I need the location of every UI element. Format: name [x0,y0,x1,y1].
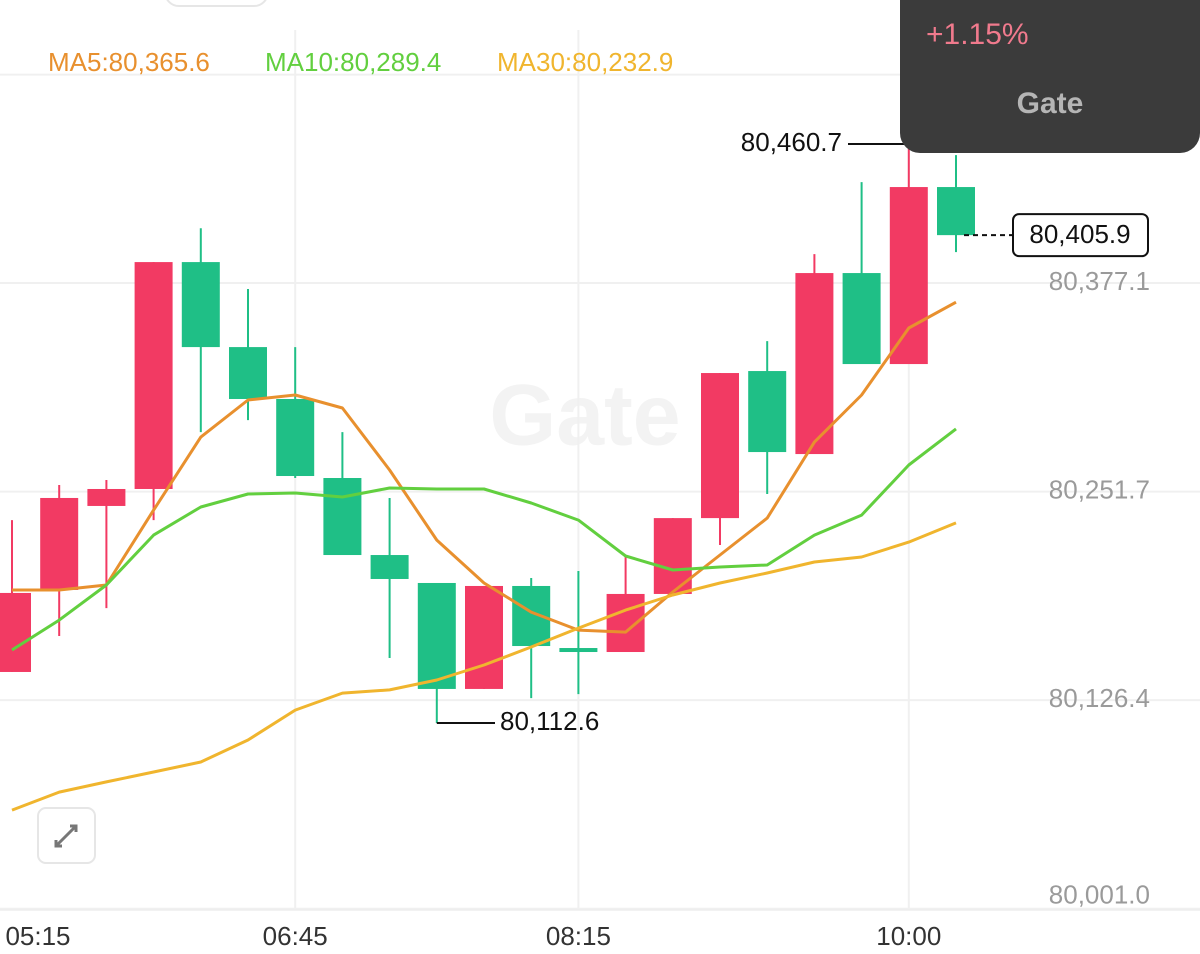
candle-body [937,187,975,236]
candle-body [134,262,173,489]
ma-line [11,521,957,812]
x-tick-label: 10:00 [876,921,941,951]
candle-body [465,585,503,689]
legend-entry: MA5:80,365.6 [48,47,210,77]
legend-entry: MA30:80,232.9 [497,47,673,77]
max-label: 80,460.7 [741,127,842,157]
y-tick-label: 80,251.7 [1049,475,1150,505]
candle-body [276,398,315,477]
candle-body [795,273,834,455]
candle-body [748,371,787,453]
x-tick-label: 05:15 [5,921,70,951]
y-tick-label: 80,377.1 [1049,266,1150,296]
candle-body [229,347,267,399]
expand-icon [54,824,78,848]
min-label: 80,112.6 [500,706,599,736]
brand-logo: Gate [1017,87,1084,120]
x-tick-label: 06:45 [263,921,328,951]
last-price-box [1012,213,1149,258]
candle-body [0,592,31,672]
ma-line [12,300,957,634]
candle-body [701,373,739,519]
x-tick-label: 08:15 [546,921,611,951]
plot: 80,001.080,126.480,251.780,377.180,502.4… [0,30,1200,951]
candle-body [606,593,645,653]
candle-body [417,582,456,689]
candle-body [181,262,220,348]
candle-body [842,273,881,365]
legend-entry: MA10:80,289.4 [265,47,441,77]
info-overlay [900,0,1200,153]
candle-body [87,488,126,506]
candle-body [559,648,598,653]
candle-body [40,497,79,590]
watermark: Gate [489,368,680,464]
y-tick-label: 80,001.0 [1049,880,1150,910]
candle-body [889,187,928,365]
candle-body [370,555,409,579]
change-percent: +1.15% [926,18,1029,51]
y-tick-label: 80,126.4 [1049,683,1150,713]
top-tab[interactable] [165,0,268,7]
ma-line [11,427,957,652]
last-price-label: 80,405.9 [1029,219,1130,249]
candle-body [323,478,362,556]
